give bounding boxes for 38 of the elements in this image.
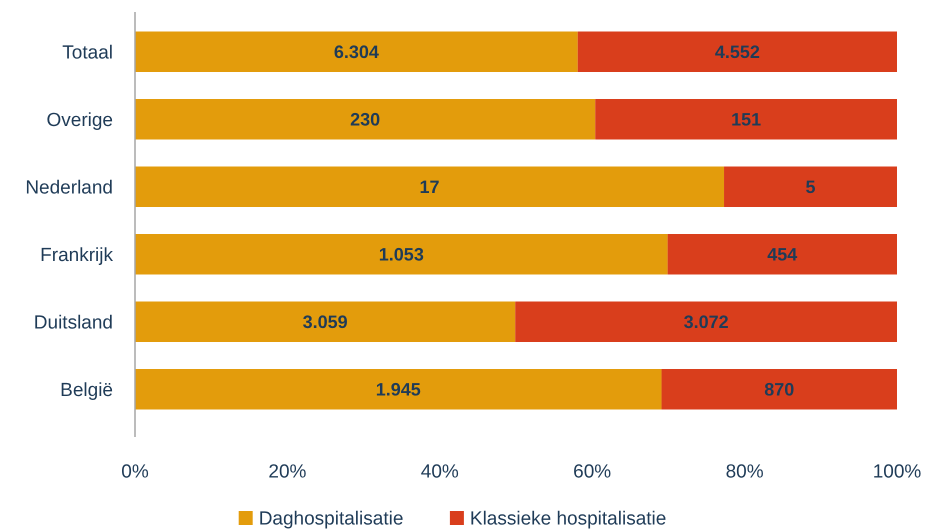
annotation: 6.304	[334, 42, 379, 62]
bar	[135, 302, 516, 342]
bar	[662, 369, 897, 410]
y-tick-label: Duitsland	[34, 312, 113, 334]
annotation: 1.945	[376, 380, 421, 400]
annotation: 5	[806, 177, 816, 198]
bar	[135, 32, 578, 72]
bar	[668, 234, 897, 274]
y-tick-label: Frankrijk	[40, 244, 114, 266]
x-tick-label: 60%	[573, 462, 612, 483]
y-tick-label: Totaal	[62, 42, 113, 64]
bar	[135, 166, 724, 207]
x-tick-label: 20%	[268, 462, 307, 483]
y-tick-label: Nederland	[25, 177, 113, 198]
bar	[135, 369, 662, 410]
y-tick-label: Overige	[46, 110, 113, 131]
annotation: 454	[767, 244, 798, 265]
bar	[515, 302, 897, 342]
bar	[724, 166, 897, 207]
bar	[578, 32, 897, 72]
x-tick-label: 80%	[726, 462, 764, 483]
legend-label: Daghospitalisatie	[258, 508, 404, 530]
legend-label: Klassieke hospitalisatie	[470, 508, 666, 530]
annotation: 3.072	[684, 312, 729, 332]
x-tick-label: 0%	[121, 462, 149, 483]
annotation: 3.059	[302, 312, 348, 332]
annotation: 17	[419, 177, 440, 198]
bar	[135, 234, 668, 274]
x-tick-label: 40%	[420, 462, 459, 483]
y-tick-label: België	[60, 380, 113, 401]
annotation: 1.053	[378, 244, 424, 265]
bar	[135, 99, 596, 140]
annotation: 4.552	[714, 42, 760, 62]
annotation: 151	[731, 110, 762, 130]
annotation: 870	[764, 380, 794, 400]
x-tick-label: 100%	[872, 462, 922, 483]
annotation: 230	[350, 110, 380, 130]
bar	[595, 99, 897, 140]
